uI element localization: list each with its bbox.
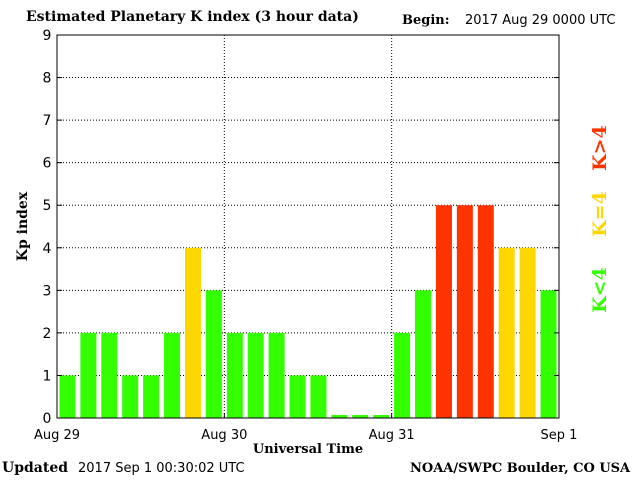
kp-bar	[519, 247, 536, 418]
kp-bar	[456, 205, 473, 418]
x-tick-label: Aug 29	[34, 428, 80, 443]
kp-bar	[352, 415, 369, 418]
kp-bar	[80, 332, 97, 418]
kp-bar	[184, 247, 201, 418]
x-tick-label: Aug 31	[369, 428, 415, 443]
kp-bar	[394, 332, 411, 418]
y-tick-label: 4	[43, 241, 52, 257]
credit: NOAA/SWPC Boulder, CO USA	[410, 461, 631, 476]
kp-bar	[143, 375, 160, 418]
begin-value: 2017 Aug 29 0000 UTC	[465, 13, 616, 28]
y-tick-label: 3	[43, 283, 52, 299]
y-tick-label: 0	[43, 411, 52, 427]
y-axis-label: Kp index	[15, 191, 31, 261]
kp-bar	[477, 205, 494, 418]
kp-bar	[122, 375, 139, 418]
updated-label: Updated	[2, 460, 69, 476]
kp-bar	[268, 332, 285, 418]
kp-bar	[540, 290, 557, 418]
y-tick-label: 7	[43, 113, 52, 129]
kp-bar	[415, 290, 432, 418]
legend-high: K>4	[589, 125, 611, 171]
x-axis-label: Universal Time	[253, 442, 363, 457]
y-tick-label: 6	[43, 156, 52, 172]
updated-value: 2017 Sep 1 00:30:02 UTC	[78, 461, 245, 476]
x-tick-label: Aug 30	[201, 428, 247, 443]
kp-bar	[247, 332, 264, 418]
kp-bar	[226, 332, 243, 418]
kp-bar	[331, 415, 348, 418]
kp-bar	[289, 375, 306, 418]
kp-bar	[59, 375, 76, 418]
kp-bar	[435, 205, 452, 418]
y-tick-label: 1	[43, 368, 52, 384]
legend-mid: K=4	[589, 191, 611, 237]
kp-bar	[101, 332, 118, 418]
y-tick-label: 8	[43, 71, 52, 87]
kp-bar	[498, 247, 515, 418]
kp-bar	[205, 290, 222, 418]
kp-bar	[164, 332, 181, 418]
plot-frame	[56, 34, 560, 419]
legend-low: K<4	[589, 267, 611, 313]
y-tick-label: 9	[43, 28, 52, 44]
chart-title: Estimated Planetary K index (3 hour data…	[26, 9, 359, 25]
kp-bar	[310, 375, 327, 418]
kp-bar	[373, 415, 390, 418]
y-tick-label: 2	[43, 326, 52, 342]
y-tick-label: 5	[43, 198, 52, 214]
x-tick-label: Sep 1	[541, 428, 578, 443]
begin-label: Begin:	[402, 13, 450, 28]
